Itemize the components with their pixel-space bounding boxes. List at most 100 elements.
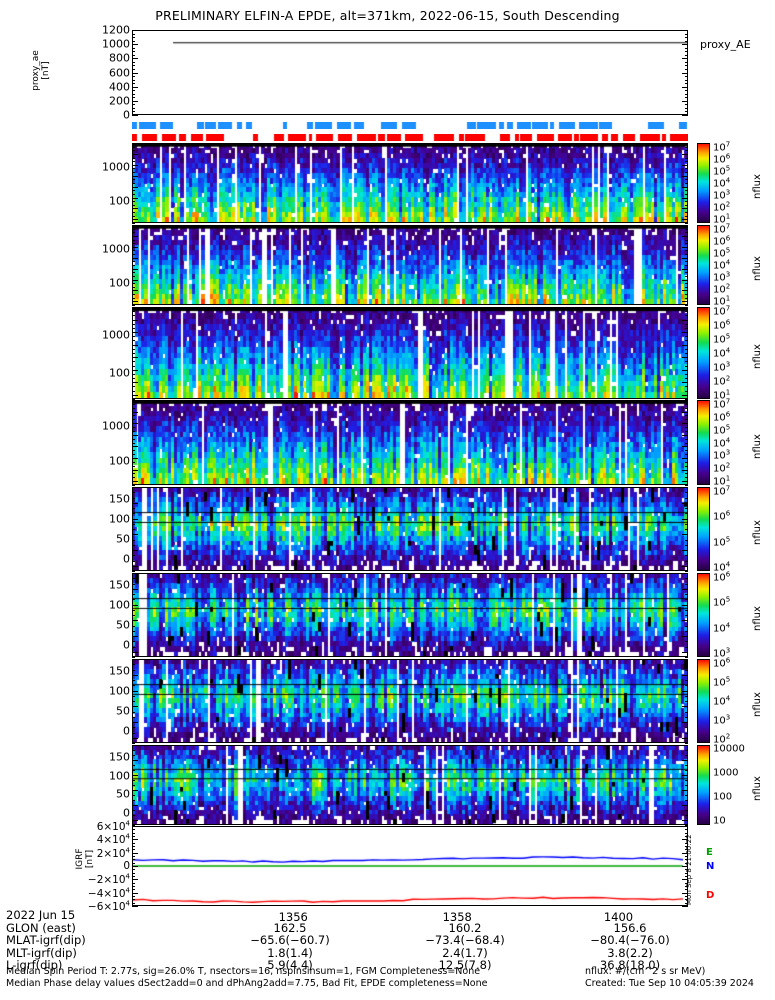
- tick-mark: [132, 573, 138, 574]
- tick-mark: [132, 555, 135, 557]
- tick-mark: [685, 327, 688, 329]
- tick-mark: [132, 695, 135, 697]
- tick-mark: [132, 659, 138, 660]
- tick-mark: [685, 571, 688, 572]
- tick-mark: [132, 800, 135, 801]
- tick-mark: [682, 279, 688, 281]
- tick-mark: [685, 508, 688, 509]
- tick-mark: [132, 646, 135, 648]
- tick-mark: [132, 578, 135, 580]
- colorbar-label: 105: [713, 675, 731, 689]
- tick-mark: [685, 297, 688, 299]
- tick-mark: [132, 423, 138, 425]
- tick-mark: [132, 583, 135, 585]
- tick-mark: [132, 104, 135, 106]
- tick-mark: [132, 716, 135, 718]
- tick-mark: [685, 899, 688, 901]
- tick-mark: [132, 58, 138, 60]
- tick-mark: [132, 232, 135, 234]
- tick-mark: [132, 100, 138, 102]
- tick-mark: [682, 866, 688, 867]
- tick-mark: [132, 442, 135, 444]
- tick-mark: [682, 722, 688, 723]
- tick-mark: [132, 882, 135, 884]
- tick-mark: [132, 386, 135, 388]
- tick-mark: [682, 400, 688, 401]
- tick-mark: [685, 190, 688, 192]
- colorbar-label: 100: [713, 791, 733, 803]
- proxy-ae-ytick: 600: [109, 66, 130, 79]
- tick-mark: [685, 442, 688, 444]
- ytick-ch3LC: 0: [123, 806, 130, 820]
- colorbar-label: 106: [713, 152, 731, 166]
- tick-mark: [132, 90, 135, 92]
- tick-mark: [685, 529, 688, 530]
- footer-cell: 12.5(7.8): [438, 958, 492, 972]
- spectrogram-image-omni: [133, 144, 687, 222]
- tick-mark: [132, 146, 135, 148]
- tick-mark: [685, 523, 688, 525]
- tick-mark: [132, 765, 135, 766]
- tick-mark: [132, 487, 138, 488]
- tick-mark: [132, 706, 138, 708]
- tick-mark: [685, 836, 688, 837]
- tick-mark: [132, 674, 138, 676]
- ylabel-ch0LC: [28, 485, 76, 569]
- tick-mark: [132, 179, 135, 181]
- tick-mark: [132, 727, 135, 729]
- colorbar-label: 107: [713, 304, 731, 318]
- ytick-para: 100: [109, 454, 130, 468]
- colorbar-label: 105: [713, 422, 731, 437]
- tick-mark: [682, 186, 688, 188]
- tick-mark: [132, 737, 138, 739]
- ytick-perp: 100: [109, 366, 130, 380]
- tick-mark: [685, 47, 688, 49]
- colorbar-label: 102: [713, 374, 731, 388]
- proxy-ae-ytick: 1000: [102, 37, 130, 51]
- tick-mark: [685, 228, 688, 230]
- footer-cell: 2.4(1.7): [442, 945, 488, 960]
- tick-mark: [132, 378, 135, 380]
- tick-mark: [685, 829, 688, 831]
- colorbar-title-para: nflux: [752, 433, 763, 459]
- colorbar-label: 106: [713, 318, 731, 332]
- igrf-panel: [132, 826, 688, 906]
- tick-mark: [132, 795, 135, 796]
- tick-mark: [132, 872, 135, 874]
- x-tick-label: 1358: [442, 910, 472, 924]
- tick-mark: [682, 502, 688, 504]
- tick-mark: [132, 311, 135, 313]
- tick-mark: [132, 175, 138, 177]
- tick-mark: [132, 290, 138, 292]
- tick-mark: [132, 257, 138, 259]
- tick-mark: [682, 208, 688, 210]
- tick-mark: [132, 481, 138, 483]
- tick-mark: [132, 243, 135, 245]
- tick-mark: [685, 172, 688, 174]
- igrf-ytick: −2×104: [87, 872, 130, 887]
- colorbar-title-ch0LC: nflux: [752, 520, 763, 545]
- tick-mark: [682, 446, 688, 448]
- tick-mark: [132, 357, 138, 359]
- tick-mark: [685, 755, 688, 756]
- tick-mark: [132, 315, 135, 317]
- tick-mark: [132, 319, 138, 321]
- spectrogram-image-ch1LC: [133, 574, 687, 656]
- colorbar-label: 105: [713, 246, 731, 260]
- tick-mark: [132, 54, 135, 56]
- colorbar-label: 102: [713, 200, 731, 214]
- proxy-ae-ytick: 200: [109, 94, 130, 108]
- tick-mark: [685, 849, 688, 851]
- ytick-ch0LC: 150: [109, 492, 130, 506]
- tick-mark: [132, 265, 135, 266]
- tick-mark: [685, 750, 688, 751]
- ylabel-ch1LC: [28, 571, 76, 655]
- tick-mark: [682, 620, 688, 622]
- tick-mark: [132, 588, 138, 590]
- colorbar-label: 107: [713, 222, 731, 236]
- tick-mark: [682, 382, 688, 384]
- tick-mark: [132, 465, 135, 467]
- igrf-ytick: 0: [123, 860, 130, 872]
- tick-mark: [685, 770, 688, 771]
- igrf-timestamp: Mon Sep 8 21:00:22: [685, 834, 693, 905]
